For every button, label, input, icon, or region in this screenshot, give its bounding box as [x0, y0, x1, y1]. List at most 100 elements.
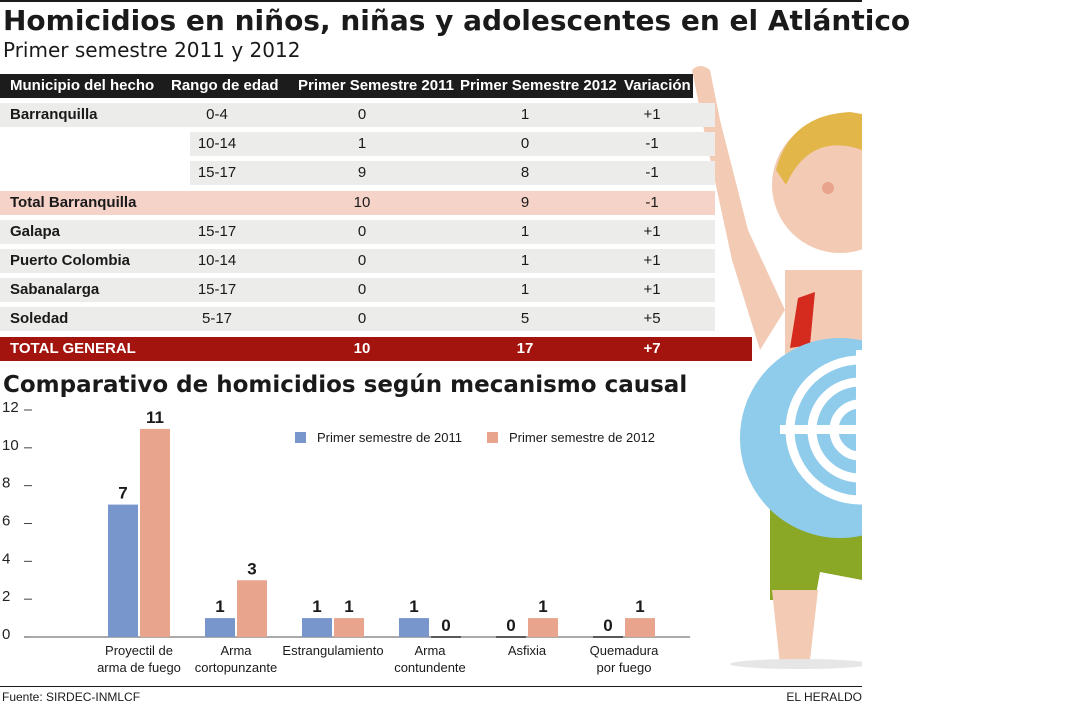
source-note: Fuente: SIRDEC-INMLCF	[2, 690, 141, 704]
category-label: Quemadura	[590, 643, 659, 658]
y-tick-label: 4	[2, 550, 10, 567]
bar-2012	[140, 428, 170, 637]
cell-s2012: 1	[520, 223, 530, 240]
bar-2011	[399, 618, 429, 637]
y-tick-label: 10	[2, 437, 19, 454]
cell-rango: 15-17	[197, 223, 237, 240]
y-tick-label: 2	[2, 588, 10, 605]
data-label: 1	[215, 597, 224, 616]
cell-s2012: 5	[520, 310, 530, 327]
header-2012: Primer Semestre 2012	[460, 77, 617, 94]
data-label: 1	[635, 597, 644, 616]
cell-rango: 10-14	[197, 135, 237, 152]
cell-rango: 0-4	[206, 106, 228, 123]
cell-s2011: 0	[357, 310, 367, 327]
table-row: Soledad 5-17 0 5 +5	[0, 307, 715, 331]
cell-s2012: 8	[520, 164, 530, 181]
cell-s2011: 0	[357, 223, 367, 240]
cell-municipio: Sabanalarga	[10, 281, 100, 298]
data-label: 1	[344, 597, 353, 616]
category-label: arma de fuego	[97, 660, 181, 675]
bar-2012	[237, 580, 267, 637]
cell-rango: 15-17	[197, 164, 237, 181]
category-label: Asfixia	[508, 643, 547, 658]
cell-s2011: 0	[357, 252, 367, 269]
cell-municipio: Total Barranquilla	[10, 194, 137, 211]
cell-municipio: Soledad	[10, 310, 69, 327]
data-label: 0	[506, 616, 515, 635]
data-label: 0	[441, 616, 450, 635]
bar-2011	[205, 618, 235, 637]
header-variacion: Variación	[624, 77, 691, 94]
data-label: 1	[312, 597, 321, 616]
category-label: Arma	[414, 643, 446, 658]
y-tick-label: 12	[2, 400, 19, 416]
cell-var: +5	[643, 310, 661, 327]
chart-title: Comparativo de homicidios según mecanism…	[3, 372, 688, 398]
data-label: 3	[247, 559, 256, 578]
data-label: 1	[538, 597, 547, 616]
cell-var: +1	[643, 106, 661, 123]
cell-var: +7	[643, 340, 661, 357]
bar-2012	[528, 618, 558, 637]
cell-s2012: 1	[520, 106, 530, 123]
legend-swatch	[295, 432, 306, 443]
cell-s2011: 9	[357, 164, 367, 181]
cell-var: +1	[643, 252, 661, 269]
legend-label: Primer semestre de 2011	[317, 430, 462, 445]
data-label: 11	[146, 408, 164, 427]
category-label: Proyectil de	[105, 643, 173, 658]
table-row: Sabanalarga 15-17 0 1 +1	[0, 278, 715, 302]
cell-var: +1	[643, 281, 661, 298]
cell-var: -1	[645, 164, 659, 181]
cell-rango: 5-17	[201, 310, 233, 327]
page-title: Homicidios en niños, niñas y adolescente…	[3, 4, 911, 37]
cell-s2012: 1	[520, 281, 530, 298]
data-label: 0	[603, 616, 612, 635]
table-row: Barranquilla 0-4 0 1 +1	[0, 103, 715, 127]
cell-s2012: 1	[520, 252, 530, 269]
cell-var: +1	[643, 223, 661, 240]
footer-rule	[0, 686, 862, 687]
cell-s2012: 9	[520, 194, 530, 211]
data-label: 7	[118, 484, 127, 503]
cell-s2011: 10	[353, 340, 371, 357]
child-target-illustration	[692, 66, 862, 669]
table-row: 15-17 9 8 -1	[190, 161, 715, 185]
brand-name: EL HERALDO	[786, 690, 862, 704]
cell-s2012: 0	[520, 135, 530, 152]
table-row: Galapa 15-17 0 1 +1	[0, 220, 715, 244]
category-label: Arma	[220, 643, 252, 658]
table-row: Puerto Colombia 10-14 0 1 +1	[0, 249, 715, 273]
cell-municipio: TOTAL GENERAL	[10, 340, 136, 357]
table-row: 10-14 1 0 -1	[190, 132, 715, 156]
cell-s2011: 1	[357, 135, 367, 152]
cell-rango: 10-14	[197, 252, 237, 269]
category-label: por fuego	[597, 660, 652, 675]
cell-var: -1	[645, 194, 659, 211]
cell-rango: 15-17	[197, 281, 237, 298]
category-label: Estrangulamiento	[282, 643, 383, 658]
bar-2011	[108, 504, 138, 637]
cell-s2011: 0	[357, 106, 367, 123]
category-label: contundente	[394, 660, 466, 675]
total-general-row: TOTAL GENERAL 10 17 +7	[0, 337, 752, 361]
legend-swatch	[487, 432, 498, 443]
data-label: 1	[409, 597, 418, 616]
y-tick-label: 0	[2, 626, 10, 643]
header-rango: Rango de edad	[171, 77, 279, 94]
bar-2012	[625, 618, 655, 637]
header-municipio: Municipio del hecho	[10, 77, 155, 94]
category-label: cortopunzante	[195, 660, 277, 675]
legend-label: Primer semestre de 2012	[509, 430, 655, 445]
y-tick-label: 6	[2, 513, 10, 530]
y-tick-label: 8	[2, 475, 10, 492]
bar-2011	[302, 618, 332, 637]
subtotal-row: Total Barranquilla 10 9 -1	[0, 191, 715, 215]
header-2011: Primer Semestre 2011	[298, 77, 454, 94]
cell-s2012: 17	[516, 340, 534, 357]
table-header-row: Municipio del hecho Rango de edad Primer…	[0, 74, 693, 98]
bar-2012	[334, 618, 364, 637]
top-rule	[0, 0, 862, 2]
